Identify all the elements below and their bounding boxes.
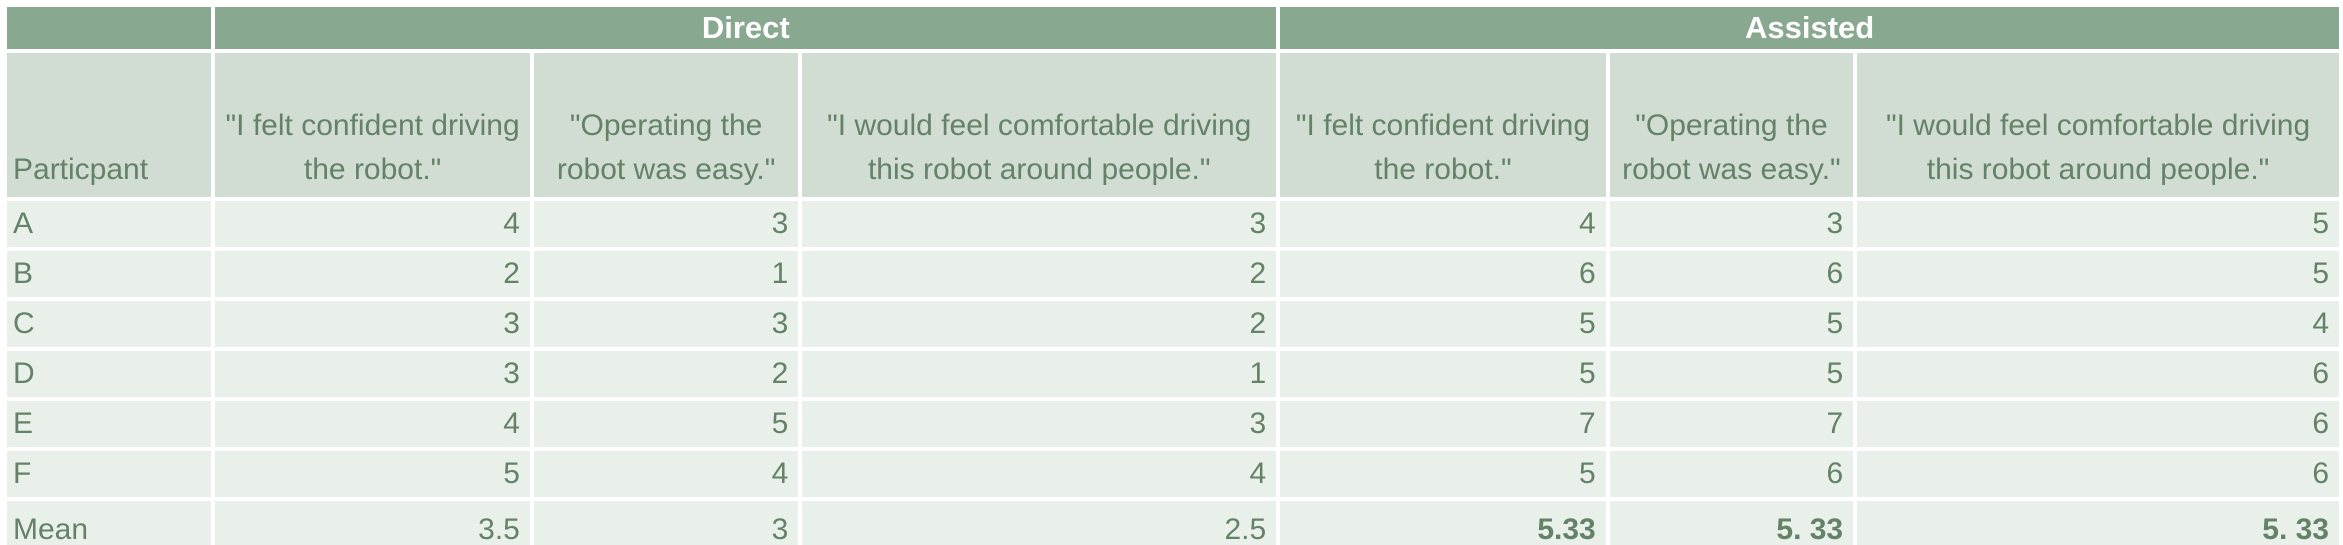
cell-value: 6 [1857, 451, 2339, 497]
cell-value: 3 [533, 301, 799, 347]
table-row-mean: Mean 3.5 3 2.5 5.33 5. 33 5. 33 [7, 501, 2339, 545]
question-header-assisted-comfortable: "I would feel comfortable driving this r… [1857, 53, 2339, 197]
mean-label: Mean [7, 501, 212, 545]
cell-value: 6 [1857, 351, 2339, 397]
mean-value-direct-easy: 3 [533, 501, 799, 545]
mean-value-direct-confident: 3.5 [215, 501, 530, 545]
cell-value: 5 [215, 451, 530, 497]
question-header-direct-comfortable: "I would feel comfortable driving this r… [802, 53, 1277, 197]
cell-value: 6 [1280, 251, 1606, 297]
question-header-row: Particpant "I felt confident driving the… [7, 53, 2339, 197]
cell-value: 5 [1609, 301, 1854, 347]
group-header-direct: Direct [215, 7, 1277, 49]
mean-value-assisted-comfortable: 5. 33 [1857, 501, 2339, 545]
cell-value: 6 [1857, 401, 2339, 447]
participant-label: B [7, 251, 212, 297]
mean-value-assisted-confident: 5.33 [1280, 501, 1606, 545]
cell-value: 4 [533, 451, 799, 497]
participant-label: A [7, 201, 212, 247]
cell-value: 2 [802, 301, 1277, 347]
cell-value: 4 [215, 401, 530, 447]
mean-value-assisted-easy: 5. 33 [1609, 501, 1854, 545]
cell-value: 5 [1280, 451, 1606, 497]
cell-value: 3 [1609, 201, 1854, 247]
corner-cell [7, 7, 212, 49]
cell-value: 4 [1280, 201, 1606, 247]
cell-value: 4 [1857, 301, 2339, 347]
cell-value: 5 [1609, 351, 1854, 397]
participant-label: C [7, 301, 212, 347]
cell-value: 3 [802, 401, 1277, 447]
cell-value: 6 [1609, 451, 1854, 497]
question-header-assisted-easy: "Operating the robot was easy." [1609, 53, 1854, 197]
cell-value: 3 [215, 301, 530, 347]
table-row-participant-a: A 4 3 3 4 3 5 [7, 201, 2339, 247]
question-header-direct-easy: "Operating the robot was easy." [533, 53, 799, 197]
mean-value-direct-comfortable: 2.5 [802, 501, 1277, 545]
cell-value: 2 [215, 251, 530, 297]
survey-results-table: Direct Assisted Particpant "I felt confi… [3, 3, 2343, 545]
cell-value: 3 [533, 201, 799, 247]
cell-value: 5 [1857, 251, 2339, 297]
cell-value: 3 [802, 201, 1277, 247]
cell-value: 2 [533, 351, 799, 397]
slide-canvas: Direct Assisted Particpant "I felt confi… [0, 3, 2343, 545]
participant-column-header: Particpant [7, 53, 212, 197]
cell-value: 1 [533, 251, 799, 297]
table-row-participant-d: D 3 2 1 5 5 6 [7, 351, 2339, 397]
table-row-participant-c: C 3 3 2 5 5 4 [7, 301, 2339, 347]
cell-value: 5 [533, 401, 799, 447]
participant-label: E [7, 401, 212, 447]
cell-value: 7 [1280, 401, 1606, 447]
participant-label: D [7, 351, 212, 397]
question-header-assisted-confident: "I felt confident driving the robot." [1280, 53, 1606, 197]
table-row-participant-e: E 4 5 3 7 7 6 [7, 401, 2339, 447]
table-row-participant-b: B 2 1 2 6 6 5 [7, 251, 2339, 297]
cell-value: 1 [802, 351, 1277, 397]
cell-value: 5 [1857, 201, 2339, 247]
cell-value: 5 [1280, 301, 1606, 347]
table-row-participant-f: F 5 4 4 5 6 6 [7, 451, 2339, 497]
question-header-direct-confident: "I felt confident driving the robot." [215, 53, 530, 197]
group-header-assisted: Assisted [1280, 7, 2339, 49]
cell-value: 2 [802, 251, 1277, 297]
cell-value: 7 [1609, 401, 1854, 447]
cell-value: 3 [215, 351, 530, 397]
group-header-row: Direct Assisted [7, 7, 2339, 49]
participant-label: F [7, 451, 212, 497]
cell-value: 4 [215, 201, 530, 247]
cell-value: 4 [802, 451, 1277, 497]
cell-value: 6 [1609, 251, 1854, 297]
cell-value: 5 [1280, 351, 1606, 397]
